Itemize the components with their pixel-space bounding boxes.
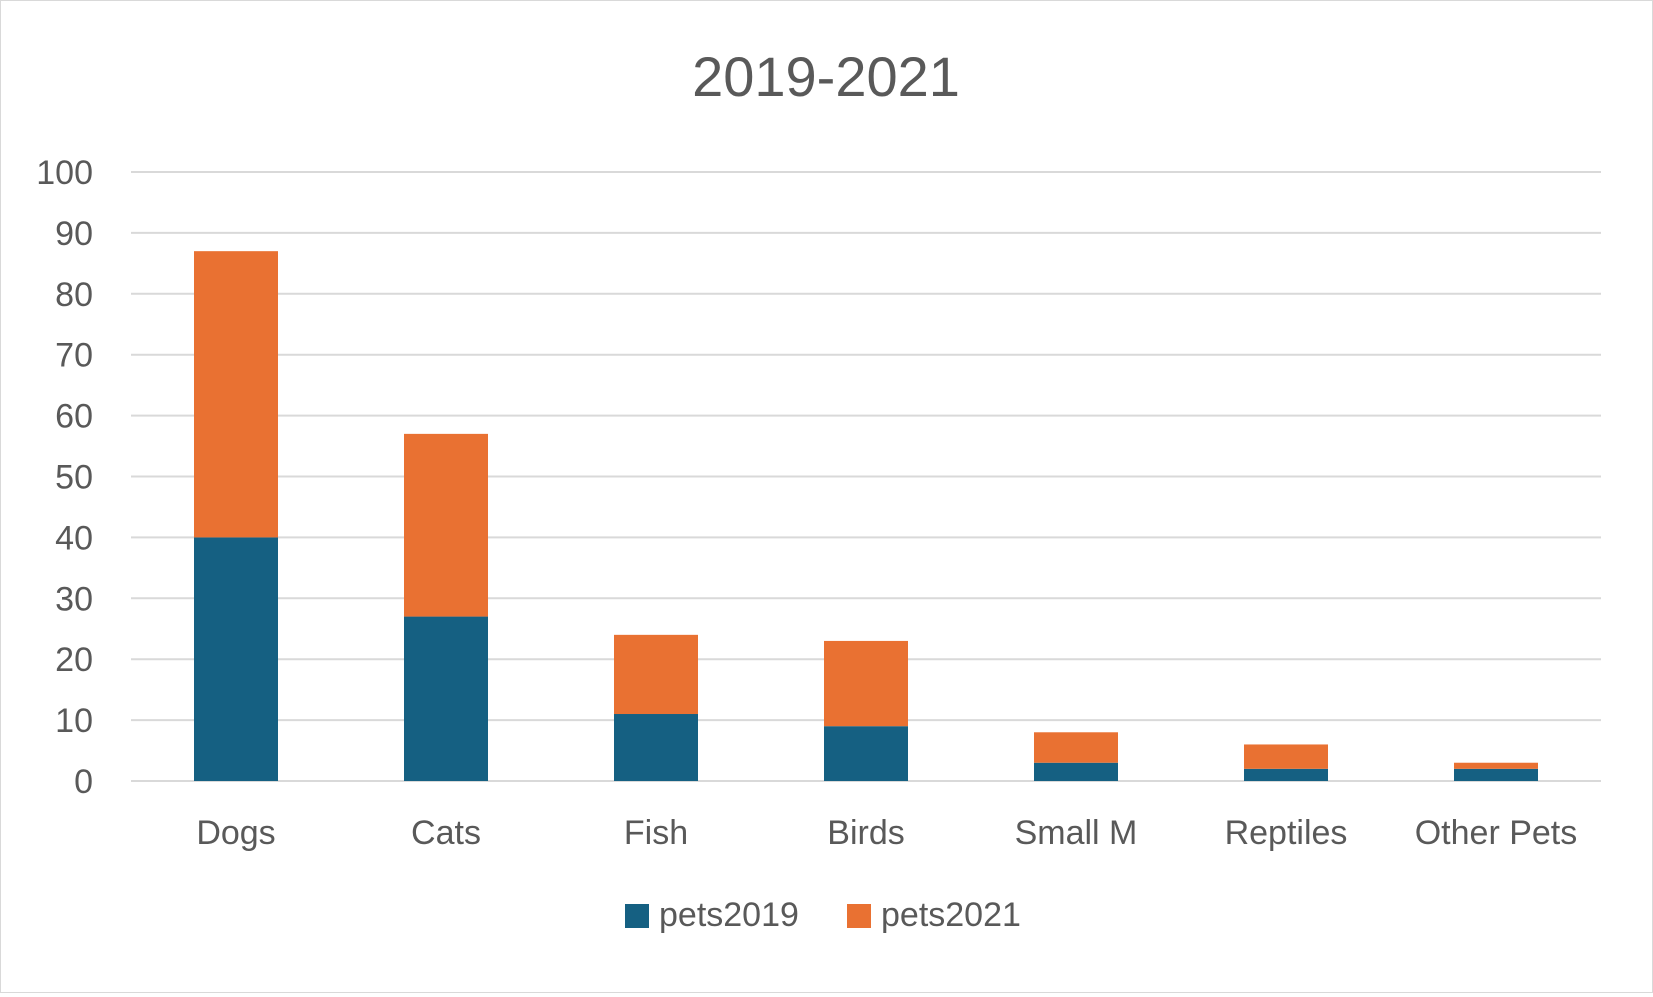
- bar-pets2019-cats: [404, 616, 488, 781]
- y-axis-tick-labels: 0 10 20 30 40 50 60 70 80 90 100: [36, 154, 93, 801]
- x-axis-category-labels: Dogs Cats Fish Birds Small M Reptiles Other Pe…: [196, 814, 1577, 852]
- bar-pets2021-dogs: [194, 251, 278, 538]
- y-tick-label: 30: [55, 580, 93, 618]
- x-category-label: Small M: [1015, 814, 1138, 852]
- y-tick-label: 10: [55, 702, 93, 740]
- bars: [194, 251, 1538, 781]
- y-tick-label: 20: [55, 641, 93, 679]
- bar-pets2021-small-m: [1034, 732, 1118, 763]
- bar-pets2019-fish: [614, 714, 698, 781]
- y-tick-label: 40: [55, 519, 93, 557]
- chart-title: 2019-2021: [692, 45, 960, 108]
- y-tick-label: 0: [74, 763, 93, 801]
- bar-pets2021-fish: [614, 634, 698, 715]
- bar-pets2021-reptiles: [1244, 744, 1328, 769]
- x-category-label: Reptiles: [1225, 814, 1348, 852]
- legend-label-pets2021: pets2021: [881, 896, 1021, 934]
- bar-pets2019-dogs: [194, 537, 278, 781]
- y-tick-label: 70: [55, 337, 93, 375]
- bar-pets2021-other-pets: [1454, 762, 1538, 769]
- y-tick-label: 80: [55, 276, 93, 314]
- x-category-label: Other Pets: [1415, 814, 1578, 852]
- legend-swatch-pets2019: [625, 904, 649, 928]
- bar-pets2019-reptiles: [1244, 768, 1328, 781]
- bar-pets2019-other-pets: [1454, 768, 1538, 781]
- y-tick-label: 50: [55, 459, 93, 497]
- legend: pets2019 pets2021: [625, 896, 1021, 934]
- x-category-label: Cats: [411, 814, 481, 852]
- bar-pets2021-birds: [824, 640, 908, 727]
- bar-pets2019-birds: [824, 726, 908, 781]
- bar-pets2019-small-m: [1034, 762, 1118, 781]
- y-tick-label: 60: [55, 398, 93, 436]
- bar-pets2021-cats: [404, 433, 488, 617]
- legend-swatch-pets2021: [847, 904, 871, 928]
- x-category-label: Fish: [624, 814, 688, 852]
- legend-label-pets2019: pets2019: [659, 896, 799, 934]
- x-category-label: Dogs: [196, 814, 275, 852]
- x-category-label: Birds: [827, 814, 904, 852]
- y-tick-label: 90: [55, 215, 93, 253]
- grid-lines: [131, 171, 1601, 782]
- y-tick-label: 100: [36, 154, 93, 192]
